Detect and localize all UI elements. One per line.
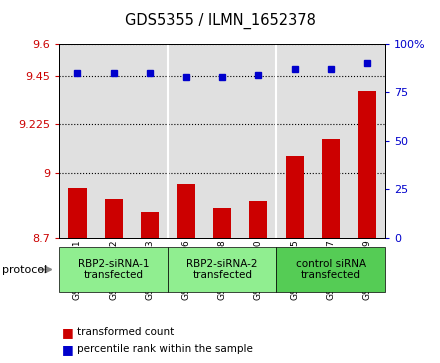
Bar xyxy=(177,184,195,238)
Text: RBP2-siRNA-2
transfected: RBP2-siRNA-2 transfected xyxy=(187,259,258,280)
Text: ■: ■ xyxy=(62,343,73,356)
Text: transformed count: transformed count xyxy=(77,327,174,337)
Text: ■: ■ xyxy=(62,326,73,339)
Text: protocol: protocol xyxy=(2,265,48,274)
Bar xyxy=(286,156,304,238)
Bar xyxy=(249,201,268,238)
Bar xyxy=(69,188,87,238)
Text: RBP2-siRNA-1
transfected: RBP2-siRNA-1 transfected xyxy=(78,259,150,280)
Bar xyxy=(322,139,340,238)
Text: GDS5355 / ILMN_1652378: GDS5355 / ILMN_1652378 xyxy=(125,13,315,29)
Text: control siRNA
transfected: control siRNA transfected xyxy=(296,259,366,280)
Text: percentile rank within the sample: percentile rank within the sample xyxy=(77,344,253,354)
Bar xyxy=(213,208,231,238)
Bar xyxy=(105,199,123,238)
Bar xyxy=(358,91,376,238)
Bar xyxy=(141,212,159,238)
